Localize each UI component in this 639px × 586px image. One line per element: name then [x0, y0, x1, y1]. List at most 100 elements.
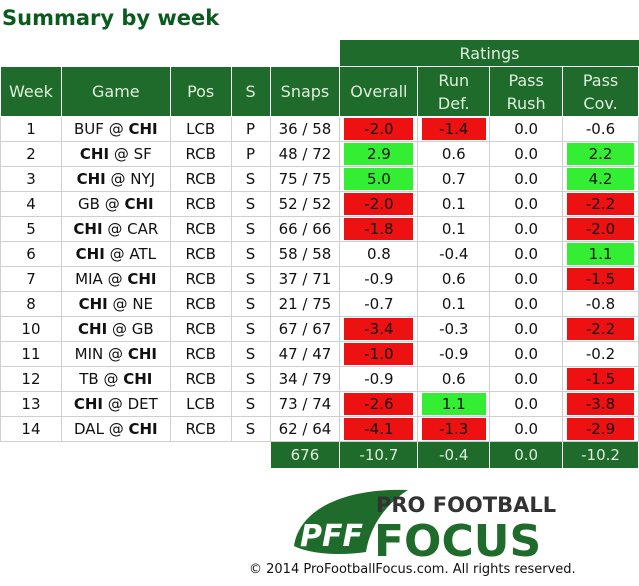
table-header-row: Week Game Pos S Snaps Overall Run Def. Pa… [0, 66, 639, 117]
table-row: 13 CHI @ DET LCB S 73 / 74 -2.6 1.1 0.0 -3.8 [0, 391, 639, 417]
summary-table: Week Game Pos S Snaps Overall Run Def. Pa… [0, 66, 639, 469]
col-overall-header: Overall [339, 66, 419, 117]
run-def-cell: 1.1 [417, 391, 491, 417]
run-def-cell: 0.6 [417, 366, 491, 392]
rating-value: -1.3 [421, 418, 486, 440]
pass-rush-cell: 0.0 [489, 341, 564, 367]
overall-cell: -1.0 [339, 341, 419, 367]
pass-cov-cell: -1.5 [562, 266, 639, 292]
snaps-cell: 62 / 64 [269, 416, 341, 442]
home-team: GB [131, 320, 154, 338]
overall-cell: 5.0 [339, 166, 419, 192]
table-row: 8 CHI @ NE RCB S 21 / 75 -0.7 0.1 0.0 -0.8 [0, 291, 639, 317]
pos-cell: RCB [169, 366, 232, 392]
run-def-cell: 0.7 [417, 166, 491, 192]
at-separator: @ [109, 145, 134, 163]
run-def-cell: -0.3 [417, 316, 491, 342]
run-def-cell: -1.4 [417, 116, 491, 142]
status-cell: S [230, 266, 271, 292]
snaps-cell: 75 / 75 [269, 166, 341, 192]
at-separator: @ [103, 395, 128, 413]
status-cell: S [230, 416, 271, 442]
pos-cell: LCB [169, 391, 232, 417]
col-pass-cov-header: Pass Cov. [562, 66, 639, 117]
pff-logo: PFF PRO FOOTBALL FOCUS [294, 489, 556, 560]
status-cell: P [230, 116, 271, 142]
overall-cell: -4.1 [339, 416, 419, 442]
at-separator: @ [103, 120, 129, 138]
copyright: © 2014 ProFootballFocus.com. All rights … [249, 562, 576, 577]
overall-cell: 2.9 [339, 141, 419, 167]
rating-value: 0.0 [514, 320, 539, 338]
snaps-cell: 21 / 75 [269, 291, 341, 317]
table-row: 7 MIA @ CHI RCB S 37 / 71 -0.9 0.6 0.0 -1.5 [0, 266, 639, 292]
at-separator: @ [102, 220, 128, 238]
total-pass-rush: 0.0 [489, 441, 564, 469]
rating-value: -2.9 [566, 418, 635, 440]
rating-value: -2.2 [566, 318, 635, 340]
rating-value: 0.0 [514, 295, 539, 313]
rating-value: -1.5 [566, 368, 635, 390]
week-cell: 10 [0, 316, 62, 342]
rating-value: 2.9 [344, 143, 414, 165]
at-separator: @ [104, 245, 130, 263]
pos-cell: RCB [169, 266, 232, 292]
snaps-cell: 52 / 52 [269, 191, 341, 217]
pass-cov-cell: -0.2 [562, 341, 639, 367]
away-team: CHI [78, 295, 108, 313]
rating-value: -0.6 [585, 120, 616, 138]
rating-value: 0.0 [514, 120, 539, 138]
overall-cell: -2.0 [339, 191, 419, 217]
pos-cell: RCB [169, 191, 232, 217]
game-cell: GB @ CHI [60, 191, 171, 217]
overall-cell: 0.8 [339, 241, 419, 267]
rating-value: 0.6 [441, 145, 466, 163]
logo-line1: PRO FOOTBALL [376, 493, 556, 517]
rating-value: 0.0 [514, 145, 539, 163]
snaps-cell: 36 / 58 [269, 116, 341, 142]
rating-value: -2.0 [566, 218, 635, 240]
pass-rush-cell: 0.0 [489, 166, 564, 192]
week-cell: 11 [0, 341, 62, 367]
home-team: NYJ [130, 170, 156, 188]
pass-cov-cell: -2.2 [562, 191, 639, 217]
home-team: CHI [128, 120, 158, 138]
home-team: CHI [123, 370, 153, 388]
snaps-cell: 48 / 72 [269, 141, 341, 167]
week-cell: 4 [0, 191, 62, 217]
total-snaps: 676 [269, 441, 341, 469]
status-cell: S [230, 316, 271, 342]
away-team: CHI [73, 395, 104, 413]
rating-value: -2.0 [344, 193, 414, 215]
rating-value: -1.4 [421, 118, 486, 140]
rating-value: 1.1 [566, 243, 635, 265]
table-row: 2 CHI @ SF RCB P 48 / 72 2.9 0.6 0.0 2.2 [0, 141, 639, 167]
rating-value: -0.9 [364, 370, 394, 388]
rating-value: 0.6 [441, 270, 466, 288]
table-row: 4 GB @ CHI RCB S 52 / 52 -2.0 0.1 0.0 -2.2 [0, 191, 639, 217]
pos-cell: RCB [169, 316, 232, 342]
game-cell: TB @ CHI [60, 366, 171, 392]
pos-cell: RCB [169, 241, 232, 267]
page-title: Summary by week [2, 6, 220, 30]
game-cell: BUF @ CHI [60, 116, 171, 142]
rating-value: -0.2 [585, 345, 616, 363]
away-team: CHI [79, 145, 110, 163]
game-cell: CHI @ NE [60, 291, 171, 317]
pass-rush-cell: 0.0 [489, 116, 564, 142]
table-row: 5 CHI @ CAR RCB S 66 / 66 -1.8 0.1 0.0 -2.0 [0, 216, 639, 242]
rating-value: 0.0 [514, 370, 539, 388]
pass-rush-cell: 0.0 [489, 366, 564, 392]
rating-value: 0.0 [514, 420, 539, 438]
week-cell: 8 [0, 291, 62, 317]
overall-cell: -1.8 [339, 216, 419, 242]
status-cell: S [230, 291, 271, 317]
pos-cell: RCB [169, 216, 232, 242]
table-row: 10 CHI @ GB RCB S 67 / 67 -3.4 -0.3 0.0 -2.2 [0, 316, 639, 342]
rating-value: 0.0 [514, 220, 539, 238]
away-team: MIN [74, 345, 104, 363]
week-cell: 6 [0, 241, 62, 267]
pos-cell: RCB [169, 166, 232, 192]
run-def-cell: 0.1 [417, 191, 491, 217]
pos-cell: RCB [169, 141, 232, 167]
